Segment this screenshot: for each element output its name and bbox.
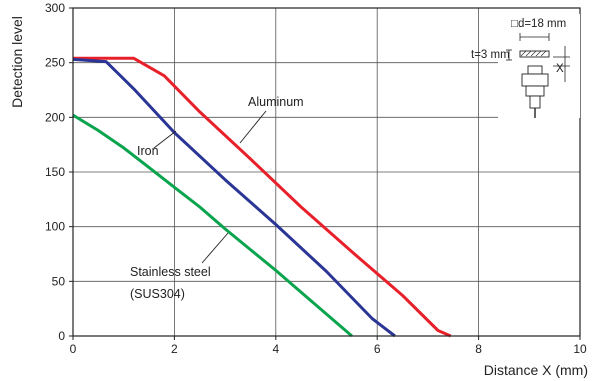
iron-label: Iron — [137, 144, 159, 158]
series-line-aluminum — [73, 56, 452, 338]
x-tick-label: 2 — [171, 342, 178, 356]
sensor-nut — [525, 85, 545, 97]
sensor-head — [527, 65, 543, 75]
x-tick-label: 6 — [374, 342, 381, 356]
x-tick-label: 4 — [272, 342, 279, 356]
sensor-target-diagram-icon: □d=18 mm t=3 mm X — [471, 14, 580, 118]
thickness-label: t=3 mm — [471, 49, 510, 61]
aluminum-label: Aluminum — [248, 95, 304, 109]
y-tick-label: 150 — [45, 165, 65, 179]
target-plate — [519, 50, 550, 58]
series-annotations: Aluminum Iron Stainless steel (SUS304) — [130, 95, 304, 301]
stainless-label: Stainless steel — [130, 265, 211, 279]
stainless-leader — [201, 232, 229, 264]
y-axis-label: Detection level — [9, 16, 25, 108]
sensor-tail — [529, 95, 541, 109]
distance-x-label: X — [556, 63, 564, 75]
grid-lines — [73, 8, 580, 336]
x-tick-label: 0 — [70, 342, 77, 356]
y-tick-label: 200 — [45, 110, 65, 124]
sensor-body — [521, 73, 549, 87]
x-tick-label: 8 — [475, 342, 482, 356]
x-axis-label: Distance X (mm) — [484, 362, 588, 378]
aluminum-leader — [239, 110, 267, 144]
y-tick-label: 300 — [45, 1, 65, 15]
y-tick-label: 250 — [45, 56, 65, 70]
series-line-stainless-steel — [72, 113, 353, 338]
y-tick-label: 50 — [52, 274, 66, 288]
stainless-sublabel: (SUS304) — [130, 287, 185, 301]
series-lines — [72, 56, 452, 338]
iron-leader — [153, 130, 177, 149]
x-tick-label: 10 — [573, 342, 587, 356]
square-size-label: □d=18 mm — [511, 18, 566, 30]
y-tick-label: 0 — [58, 329, 65, 343]
y-tick-label: 100 — [45, 220, 65, 234]
series-line-iron — [72, 57, 396, 338]
